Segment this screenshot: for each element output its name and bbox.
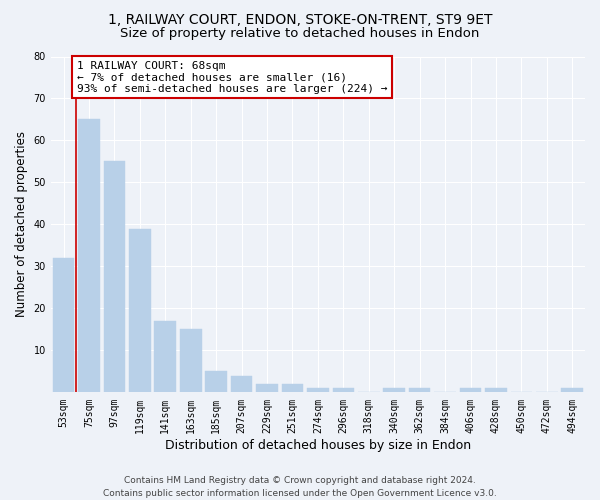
X-axis label: Distribution of detached houses by size in Endon: Distribution of detached houses by size … (165, 440, 471, 452)
Bar (307, 388, 329, 392)
Bar (485, 388, 507, 392)
Bar (53, 258, 74, 392)
Bar (562, 388, 583, 392)
Bar (180, 330, 202, 392)
Bar (281, 384, 303, 392)
Bar (205, 372, 227, 392)
Text: 1, RAILWAY COURT, ENDON, STOKE-ON-TRENT, ST9 9ET: 1, RAILWAY COURT, ENDON, STOKE-ON-TRENT,… (108, 12, 492, 26)
Text: Size of property relative to detached houses in Endon: Size of property relative to detached ho… (121, 28, 479, 40)
Bar (409, 388, 430, 392)
Bar (256, 384, 278, 392)
Bar (231, 376, 253, 392)
Bar (129, 228, 151, 392)
Bar (332, 388, 354, 392)
Text: Contains HM Land Registry data © Crown copyright and database right 2024.
Contai: Contains HM Land Registry data © Crown c… (103, 476, 497, 498)
Bar (383, 388, 405, 392)
Y-axis label: Number of detached properties: Number of detached properties (15, 132, 28, 318)
Bar (460, 388, 481, 392)
Text: 1 RAILWAY COURT: 68sqm
← 7% of detached houses are smaller (16)
93% of semi-deta: 1 RAILWAY COURT: 68sqm ← 7% of detached … (77, 60, 387, 94)
Bar (104, 162, 125, 392)
Bar (78, 120, 100, 392)
Bar (154, 321, 176, 392)
